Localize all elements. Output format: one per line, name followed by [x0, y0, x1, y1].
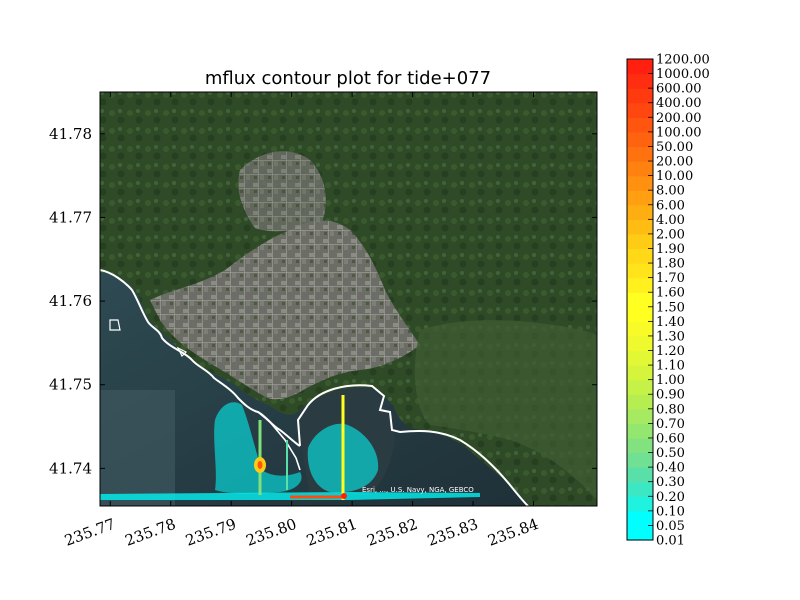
colorbar-segment	[627, 233, 653, 250]
x-tick-label: 235.81	[304, 515, 359, 550]
colorbar-segment	[627, 335, 653, 352]
y-tick-label: 41.78	[49, 125, 92, 143]
colorbar-segment	[627, 306, 653, 322]
x-tick-label: 235.82	[364, 515, 419, 550]
plot-area: Esri, ..., U.S. Navy, NGA, GEBCO	[100, 92, 597, 506]
colorbar-segment	[627, 379, 653, 395]
contour-layer	[100, 395, 480, 500]
colorbar-tick-label: 6.00	[656, 198, 685, 213]
colorbar-tick-label: 0.10	[656, 504, 685, 519]
colorbar-tick-label: 200.00	[656, 111, 702, 126]
colorbar-tick-label: 8.00	[656, 184, 685, 199]
colorbar-tick-label: 100.00	[656, 125, 702, 140]
town-north	[238, 151, 326, 232]
colorbar-tick-label: 1.40	[656, 315, 685, 330]
colorbar-segment	[627, 117, 653, 133]
colorbar-segment	[627, 437, 653, 454]
y-tick-label: 41.74	[49, 459, 92, 477]
colorbar-tick-label: 0.80	[656, 402, 685, 417]
colorbar-tick-label: 1200.00	[656, 53, 710, 68]
x-tick-label: 235.84	[485, 515, 540, 550]
colorbar-tick-label: 1.80	[656, 257, 685, 272]
colorbar-tick-label: 0.01	[656, 534, 685, 549]
colorbar-segment	[627, 161, 653, 177]
colorbar-tick-label: 20.00	[656, 155, 693, 170]
contour-hotspot-west-core	[257, 461, 263, 469]
colorbar-segment	[627, 321, 653, 337]
colorbar-segment	[627, 204, 653, 220]
y-tick-label: 41.75	[49, 376, 92, 394]
colorbar-tick-label: 0.90	[656, 388, 685, 403]
colorbar-tick-label: 1.20	[656, 344, 685, 359]
colorbar-tick-label: 0.40	[656, 461, 685, 476]
pale-sea-patch	[100, 390, 175, 506]
x-tick-label: 235.79	[183, 515, 238, 550]
colorbar-segment	[627, 102, 653, 118]
colorbar-segment	[627, 219, 653, 235]
colorbar-segment	[627, 467, 653, 483]
colorbar-tick-label: 10.00	[656, 169, 693, 184]
colorbar-tick-label: 4.00	[656, 213, 685, 228]
plot-frame	[99, 91, 598, 507]
colorbar-tick-label: 1.90	[656, 242, 685, 257]
colorbar-tick-label: 600.00	[656, 82, 702, 97]
contour-low-west	[214, 402, 302, 494]
colorbar-segment	[627, 496, 653, 512]
colorbar-segment	[627, 452, 653, 468]
colorbar-tick-label: 400.00	[656, 96, 702, 111]
colorbar-segment	[627, 263, 653, 279]
colorbar-segment	[627, 510, 653, 527]
colorbar-segment	[627, 59, 653, 75]
colorbar-segment	[627, 292, 653, 308]
coastline	[100, 269, 529, 506]
colorbar-segment	[627, 175, 653, 191]
colorbar-segment	[627, 277, 653, 293]
x-tick-label: 235.80	[244, 515, 299, 550]
colorbar-segment	[627, 525, 653, 541]
colorbar-segment	[627, 131, 653, 148]
forest-band	[414, 320, 597, 500]
colorbar-tick-label: 0.50	[656, 446, 685, 461]
colorbar-tick-label: 2.00	[656, 227, 685, 242]
colorbar-segment	[627, 190, 653, 206]
satellite-background	[100, 92, 597, 506]
colorbar-segment	[627, 73, 653, 89]
colorbar-segment	[627, 248, 653, 264]
x-tick-label: 235.78	[123, 515, 178, 550]
colorbar-tick-label: 0.20	[656, 490, 685, 505]
colorbar-tick-label: 1.60	[656, 286, 685, 301]
colorbar-tick-label: 0.30	[656, 475, 685, 490]
colorbar-tick-label: 1.00	[656, 373, 685, 388]
y-axis: 41.74 41.75 41.76 41.77 41.78	[49, 125, 597, 477]
colorbar-tick-label: 1.30	[656, 329, 685, 344]
colorbar-tick-label: 0.05	[656, 519, 685, 534]
sea	[100, 272, 530, 506]
town	[150, 220, 420, 400]
map-attribution: Esri, ..., U.S. Navy, NGA, GEBCO	[362, 486, 474, 494]
colorbar-tick-label: 0.70	[656, 417, 685, 432]
colorbar-segment	[627, 423, 653, 439]
colorbar-segment	[627, 365, 653, 381]
colorbar-tick-label: 1.50	[656, 300, 685, 315]
colorbar-frame	[626, 58, 654, 541]
x-tick-label: 235.77	[62, 515, 117, 550]
colorbar-segment	[627, 146, 653, 162]
colorbar-tick-label: 1.70	[656, 271, 685, 286]
colorbar-tick-label: 1.10	[656, 359, 685, 374]
colorbar-segment	[627, 394, 653, 410]
y-tick-label: 41.76	[49, 292, 92, 310]
y-tick-label: 41.77	[49, 208, 92, 226]
x-tick-label: 235.83	[425, 515, 480, 550]
colorbar-segment	[627, 350, 653, 366]
colorbar: 0.010.050.100.200.300.400.500.600.700.80…	[626, 53, 710, 549]
contour-peak	[341, 493, 347, 499]
colorbar-segment	[627, 481, 653, 497]
colorbar-tick-label: 50.00	[656, 140, 693, 155]
colorbar-segment	[627, 408, 653, 424]
colorbar-tick-label: 0.60	[656, 431, 685, 446]
chart-title: mflux contour plot for tide+077	[205, 68, 491, 89]
colorbar-tick-label: 1000.00	[656, 67, 710, 82]
colorbar-segment	[627, 88, 653, 104]
